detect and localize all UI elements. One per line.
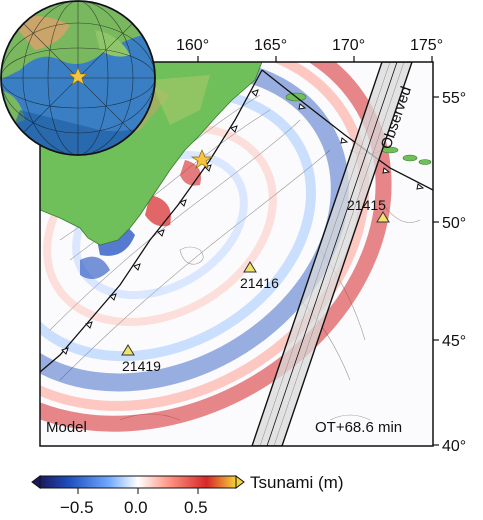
observed-satellite-track [251, 62, 413, 446]
colorbar-tick-label: −0.5 [60, 498, 94, 517]
lat-tick-label: 50° [442, 215, 466, 232]
station-label: 21415 [347, 197, 386, 213]
station-triangle-icon [243, 261, 257, 273]
frame-ticks [197, 56, 439, 446]
star-icon [68, 67, 88, 86]
station-label: 21419 [122, 358, 161, 374]
station-triangle-icon [376, 211, 390, 223]
lat-tick-label: 40° [442, 438, 466, 455]
model-label: Model [46, 419, 87, 436]
station-21419: 21419 [121, 344, 161, 374]
lon-tick-label: 170° [332, 37, 365, 54]
epicenter-star-icon [190, 149, 214, 169]
colorbar-title: Tsunami (m) [250, 473, 344, 492]
colorbar-tick-label: 0.0 [124, 498, 148, 517]
station-21416: 21416 [240, 261, 279, 291]
lon-tick-label: 165° [254, 37, 287, 54]
lon-tick-label: 175° [410, 37, 443, 54]
trench-teeth [61, 89, 259, 355]
lon-tick-label: 160° [176, 37, 209, 54]
station-label: 21416 [240, 275, 279, 291]
station-triangle-icon [121, 344, 135, 356]
lat-tick-label: 45° [442, 333, 466, 350]
lat-tick-label: 55° [442, 90, 466, 107]
aleutian-trench [261, 69, 433, 191]
station-21415: 21415 [347, 197, 390, 223]
map-frame [39, 61, 434, 447]
kuril-kamchatka-trench [40, 69, 263, 373]
colorbar-tick-label: 0.5 [184, 498, 208, 517]
time-label: OT+68.6 min [315, 419, 402, 436]
colorbar: Tsunami (m) −0.5 0.0 0.5 [31, 473, 344, 517]
